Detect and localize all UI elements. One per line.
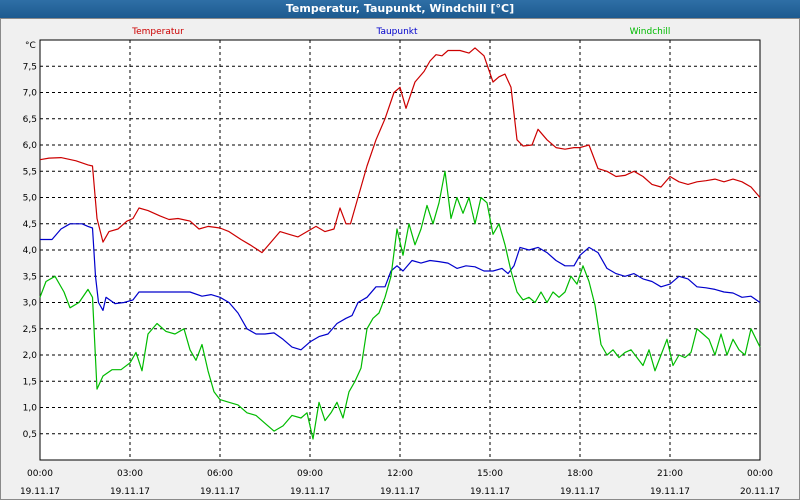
- x-tick-time-label: 00:00: [27, 469, 53, 479]
- y-tick-label: 1,5: [23, 377, 37, 387]
- x-tick-time-label: 03:00: [117, 469, 143, 479]
- y-tick-label: 4,0: [23, 246, 38, 256]
- y-tick-label: 3,0: [23, 299, 38, 309]
- y-tick-label: 4,5: [23, 220, 37, 230]
- y-tick-label: 2,0: [23, 351, 38, 361]
- y-tick-label: 7,5: [23, 62, 37, 72]
- y-axis-unit-label: °C: [25, 41, 36, 51]
- y-tick-label: 3,5: [23, 272, 37, 282]
- x-tick-date-label: 19.11.17: [290, 487, 330, 497]
- x-tick-time-label: 12:00: [387, 469, 413, 479]
- x-tick-date-label: 19.11.17: [110, 487, 150, 497]
- legend-label-windchill: Windchill: [630, 27, 671, 37]
- legend: Temperatur Taupunkt Windchill: [131, 27, 670, 37]
- x-tick-date-label: 19.11.17: [200, 487, 240, 497]
- chart-window-title: Temperatur, Taupunkt, Windchill [°C]: [0, 0, 800, 18]
- x-tick-time-label: 18:00: [567, 469, 593, 479]
- series-line-temperatur: [39, 47, 761, 254]
- x-tick-time-label: 09:00: [297, 469, 323, 479]
- y-tick-label: 2,5: [23, 325, 37, 335]
- x-tick-date-label: 19.11.17: [20, 487, 60, 497]
- x-tick-date-label: 20.11.17: [740, 487, 780, 497]
- y-tick-label: 5,0: [23, 194, 38, 204]
- x-tick-date-label: 19.11.17: [650, 487, 690, 497]
- legend-label-temperatur: Temperatur: [131, 27, 184, 37]
- x-tick-date-label: 19.11.17: [560, 487, 600, 497]
- legend-label-taupunkt: Taupunkt: [375, 27, 418, 37]
- series-line-windchill: [39, 170, 761, 440]
- x-tick-time-label: 21:00: [657, 469, 683, 479]
- series-line-taupunkt: [40, 223, 761, 351]
- gridlines: [40, 40, 760, 460]
- axis-labels: °C 0,5 1,0 1,5 2,0 2,5 3,0 3,5 4,0 4,5 5,0 5,5 6,0 6…: [20, 41, 780, 497]
- x-tick-date-label: 19.11.17: [470, 487, 510, 497]
- y-tick-label: 6,5: [23, 115, 37, 125]
- y-tick-label: 6,0: [23, 141, 38, 151]
- x-tick-date-label: 19.11.17: [380, 487, 420, 497]
- x-tick-time-label: 15:00: [477, 469, 503, 479]
- y-tick-label: 1,0: [23, 404, 38, 414]
- x-tick-time-label: 00:00: [747, 469, 773, 479]
- x-tick-time-label: 06:00: [207, 469, 233, 479]
- y-tick-label: 7,0: [23, 89, 38, 99]
- series-lines: [39, 47, 761, 440]
- y-tick-label: 5,5: [23, 167, 37, 177]
- y-tick-label: 0,5: [23, 430, 37, 440]
